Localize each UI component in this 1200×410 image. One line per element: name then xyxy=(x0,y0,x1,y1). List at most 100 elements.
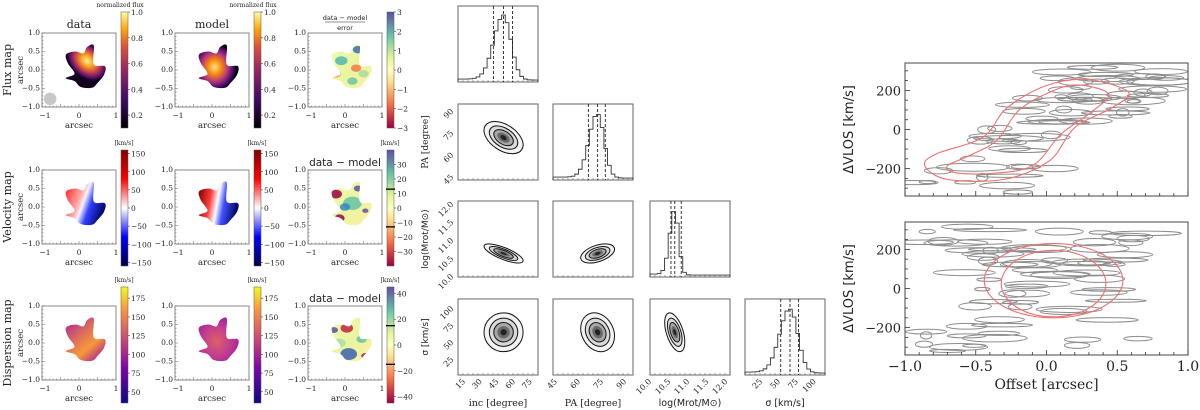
x-tick-label: 45 xyxy=(545,377,559,391)
x-tick-label: −1 xyxy=(172,248,183,257)
y-axis-label: log(Mrot/M⊙) xyxy=(421,209,431,268)
colorbar-label: [km/s] xyxy=(380,277,399,284)
colorbar-tick-label: 125 xyxy=(131,332,146,341)
map-panel-r1-c1: 1.0 0.5 0.0 −0.5 −1.0−1 0 1 arcsec −150 −100 −50 0 5… xyxy=(155,140,285,268)
density-contour xyxy=(664,312,686,353)
y-tick-label: −200 xyxy=(865,322,901,337)
data-contour xyxy=(960,155,986,163)
y-tick-label: 0.5 xyxy=(28,184,40,193)
histogram-steps xyxy=(552,114,634,180)
x-axis-label: arcsec xyxy=(65,121,93,131)
x-tick-label: −0.5 xyxy=(959,359,993,375)
data-contour xyxy=(994,101,1050,108)
y-tick-label: −1.0 xyxy=(155,102,173,111)
colorbar-tick-label: 0 xyxy=(264,204,269,213)
corner-axes-frame xyxy=(457,5,539,83)
y-axis-label: ΔVLOS [km/s] xyxy=(842,85,857,174)
y-tick-label: 0.5 xyxy=(161,184,173,193)
y-tick-label: 1.0 xyxy=(161,301,173,310)
x-tick-label: 100 xyxy=(801,377,818,394)
data-contour xyxy=(1052,269,1121,277)
colorbar-tick-label: 100 xyxy=(264,350,279,359)
colorbar-tick-label: 50 xyxy=(264,186,274,195)
row-label: Flux map xyxy=(1,44,14,96)
map-panel-r2-c1: 1.0 0.5 0.0 −0.5 −1.0−1 0 1 arcsec 50 75 100 125 150… xyxy=(155,277,279,404)
colorbar: −150 −100 −50 0 50 100 150 [km/s] xyxy=(247,140,284,267)
y-tick-label: −0.5 xyxy=(155,221,173,230)
beam-psf xyxy=(43,92,57,106)
y-tick-label: 200 xyxy=(876,84,901,99)
x-axis-label: PA [degree] xyxy=(565,398,621,409)
x-axis-label: arcsec xyxy=(331,258,359,268)
colorbar-tick-label: 150 xyxy=(131,150,146,159)
x-tick-label: 30 xyxy=(470,377,484,391)
colorbar-tick-label: 0.4 xyxy=(264,85,276,94)
x-tick-label: −1 xyxy=(39,384,50,393)
data-contour xyxy=(1072,238,1117,247)
colorbar-tick-label: 50 xyxy=(131,388,141,397)
density-contour xyxy=(483,121,524,155)
x-tick-label: 50 xyxy=(769,377,783,391)
density-fill xyxy=(500,251,507,255)
data-contour xyxy=(976,277,1002,282)
colorbar-tick-label: 150 xyxy=(264,313,279,322)
residual-blob xyxy=(362,208,369,213)
data-contour xyxy=(998,289,1027,298)
data-contour xyxy=(1031,68,1092,76)
colorbar-tick-label: −30 xyxy=(397,248,413,257)
x-tick-label: 1 xyxy=(380,111,385,120)
residual-blob xyxy=(356,335,367,343)
corner-axes-frame xyxy=(457,200,539,278)
data-contour xyxy=(1035,305,1103,313)
x-tick-label: 11.5 xyxy=(692,377,711,396)
data-contour xyxy=(1065,92,1094,101)
density-contour xyxy=(666,317,683,347)
x-tick-label: 0 xyxy=(77,248,82,257)
x-tick-label: 75 xyxy=(786,377,800,391)
data-contour xyxy=(962,343,987,348)
galaxy-map xyxy=(198,317,239,362)
colorbar-gradient xyxy=(386,286,395,404)
x-tick-label: 0 xyxy=(210,384,215,393)
y-tick-label: 0.5 xyxy=(294,184,306,193)
y-tick-label: −0.5 xyxy=(155,357,173,366)
x-tick-label: 0 xyxy=(343,384,348,393)
x-axis-label: arcsec xyxy=(331,121,359,131)
data-contour xyxy=(971,322,1034,328)
data-contour xyxy=(1063,341,1091,349)
x-axis-label: arcsec xyxy=(198,394,226,404)
data-contour xyxy=(923,167,954,175)
residual-blob xyxy=(331,70,341,78)
colorbar-tick-label: 3 xyxy=(397,8,402,17)
colorbar-gradient xyxy=(120,286,129,404)
y-tick-label: 12.0 xyxy=(436,200,455,219)
x-tick-label: 75 xyxy=(592,377,606,391)
density-contour xyxy=(488,317,519,347)
y-axis-label: arcsec xyxy=(16,193,26,221)
colorbar-gradient xyxy=(386,11,395,129)
data-contour xyxy=(1004,289,1051,298)
colorbar-tick-label: 150 xyxy=(131,313,146,322)
data-contour xyxy=(1011,94,1043,102)
residual-blob xyxy=(361,352,370,359)
colorbar-tick-label: −50 xyxy=(264,222,280,231)
colorbar-gradient xyxy=(253,11,262,129)
colorbar-tick-label: 1.0 xyxy=(264,8,276,17)
colorbar-tick-label: 50 xyxy=(264,388,274,397)
contour-3-1: 45 60 75 90 PA [degree] xyxy=(545,298,634,409)
density-contour xyxy=(580,312,616,353)
y-tick-label: −1.0 xyxy=(22,239,40,248)
data-contour xyxy=(1002,300,1040,305)
corner-axes-frame xyxy=(457,298,539,376)
colorbar-tick-label: 40 xyxy=(397,289,407,298)
y-axis-label: σ [km/s] xyxy=(421,318,431,355)
residual-blob xyxy=(331,327,339,334)
y-tick-label: 10.5 xyxy=(436,254,455,273)
data-contour xyxy=(1108,114,1133,119)
colorbar: 50 75 100 125 150 175 [km/s] xyxy=(247,277,279,404)
kinematic-maps: Flux map 1.0 0.5 0.0 −0.5 −1.0 −1 0 1 arcsec arcse… xyxy=(1,2,413,404)
data-contour xyxy=(953,227,1028,233)
y-tick-label: −0.5 xyxy=(288,357,306,366)
y-tick-label: 0.0 xyxy=(28,202,40,211)
